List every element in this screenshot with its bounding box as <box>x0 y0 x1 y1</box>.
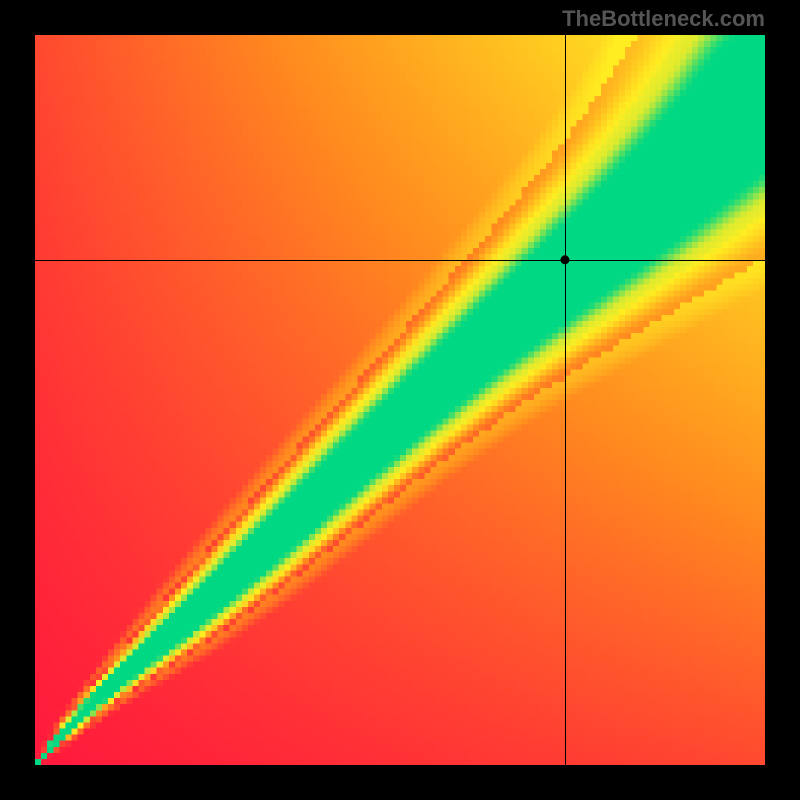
chart-stage: { "source_label": "TheBottleneck.com", "… <box>0 0 800 800</box>
crosshair-overlay <box>0 0 800 800</box>
watermark-label: TheBottleneck.com <box>562 6 765 32</box>
